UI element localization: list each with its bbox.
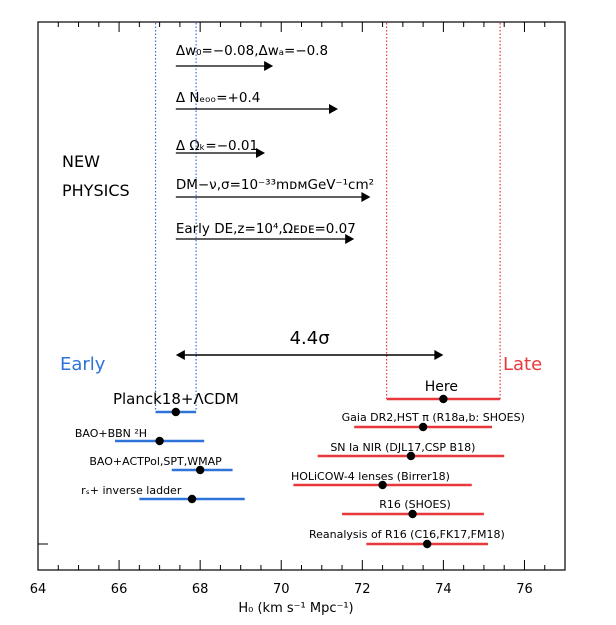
measurements-layer: Planck18+ΛCDM BAO+BBN ²H BAO+ACTPol,SPT,WM… bbox=[75, 379, 525, 549]
measurement-point bbox=[378, 480, 387, 490]
new-physics-scenario-label: Δw₀=−0.08,Δwₐ=−0.8 bbox=[176, 43, 328, 59]
axes-layer: 64 66 68 70 72 74 76 bbox=[30, 21, 566, 597]
x-tick-label: 64 bbox=[30, 582, 47, 597]
x-tick-label: 76 bbox=[516, 582, 533, 597]
tension-arrowhead-right bbox=[434, 350, 444, 360]
measurement-label: SN Ia NIR (DJL17,CSP B18) bbox=[330, 441, 475, 454]
measurement-point bbox=[439, 394, 448, 404]
new-physics-scenario-label: Early DE,z=10⁴,Ωᴇᴅᴇ=0.07 bbox=[176, 221, 356, 237]
new-physics-scenario-label: Δ Ωₖ=−0.01 bbox=[176, 138, 258, 154]
bands-layer bbox=[154, 23, 501, 410]
measurement-point bbox=[408, 509, 417, 519]
measurement-point bbox=[195, 465, 205, 475]
late-label: Late bbox=[503, 354, 542, 375]
new-physics-arrowhead bbox=[345, 234, 355, 244]
measurement-label: Here bbox=[425, 379, 458, 395]
tension-arrowhead-left bbox=[175, 350, 185, 360]
measurement-label: Planck18+ΛCDM bbox=[113, 390, 239, 408]
measurement-point bbox=[422, 539, 432, 549]
measurement-label: R16 (SHOES) bbox=[379, 498, 451, 511]
early-label: Early bbox=[60, 354, 106, 375]
x-axis-label: H₀ (km s⁻¹ Mpc⁻¹) bbox=[238, 601, 353, 616]
measurement-label: HOLiCOW-4 lenses (Birrer18) bbox=[291, 470, 450, 483]
measurement-point bbox=[171, 407, 181, 417]
measurement-label: BAO+ACTPol,SPT,WMAP bbox=[89, 455, 222, 468]
new-physics-layer: Δw₀=−0.08,Δwₐ=−0.8 Δ Nₑₒₒ=+0.4 Δ Ωₖ=−0.01 D… bbox=[175, 43, 444, 360]
measurement-point bbox=[406, 451, 416, 461]
measurement-label: Gaia DR2,HST π (R18a,b: SHOES) bbox=[342, 411, 525, 424]
tension-label: 4.4σ bbox=[290, 328, 330, 349]
measurement-point bbox=[187, 494, 197, 504]
x-tick-label: 70 bbox=[273, 582, 290, 597]
new-physics-arrowhead bbox=[328, 104, 338, 114]
measurement-point bbox=[155, 436, 164, 446]
new-physics-label-line2: PHYSICS bbox=[62, 181, 130, 200]
x-tick-label: 72 bbox=[354, 582, 371, 597]
x-tick-label: 68 bbox=[192, 582, 209, 597]
new-physics-label-line1: NEW bbox=[62, 152, 100, 171]
x-tick-label: 74 bbox=[435, 582, 452, 597]
measurement-point bbox=[418, 422, 428, 432]
new-physics-arrowhead bbox=[361, 192, 371, 202]
new-physics-arrowhead bbox=[256, 148, 266, 158]
new-physics-scenario-label: DM−ν,σ=10⁻³³mᴅᴍGeV⁻¹cm² bbox=[176, 177, 374, 193]
measurement-label: rₛ+ inverse ladder bbox=[81, 484, 182, 497]
measurement-label: Reanalysis of R16 (C16,FK17,FM18) bbox=[309, 528, 505, 541]
x-tick-label: 66 bbox=[111, 582, 128, 597]
measurement-label: BAO+BBN ²H bbox=[75, 427, 147, 440]
new-physics-arrowhead bbox=[264, 61, 274, 71]
new-physics-scenario-label: Δ Nₑₒₒ=+0.4 bbox=[176, 90, 261, 106]
